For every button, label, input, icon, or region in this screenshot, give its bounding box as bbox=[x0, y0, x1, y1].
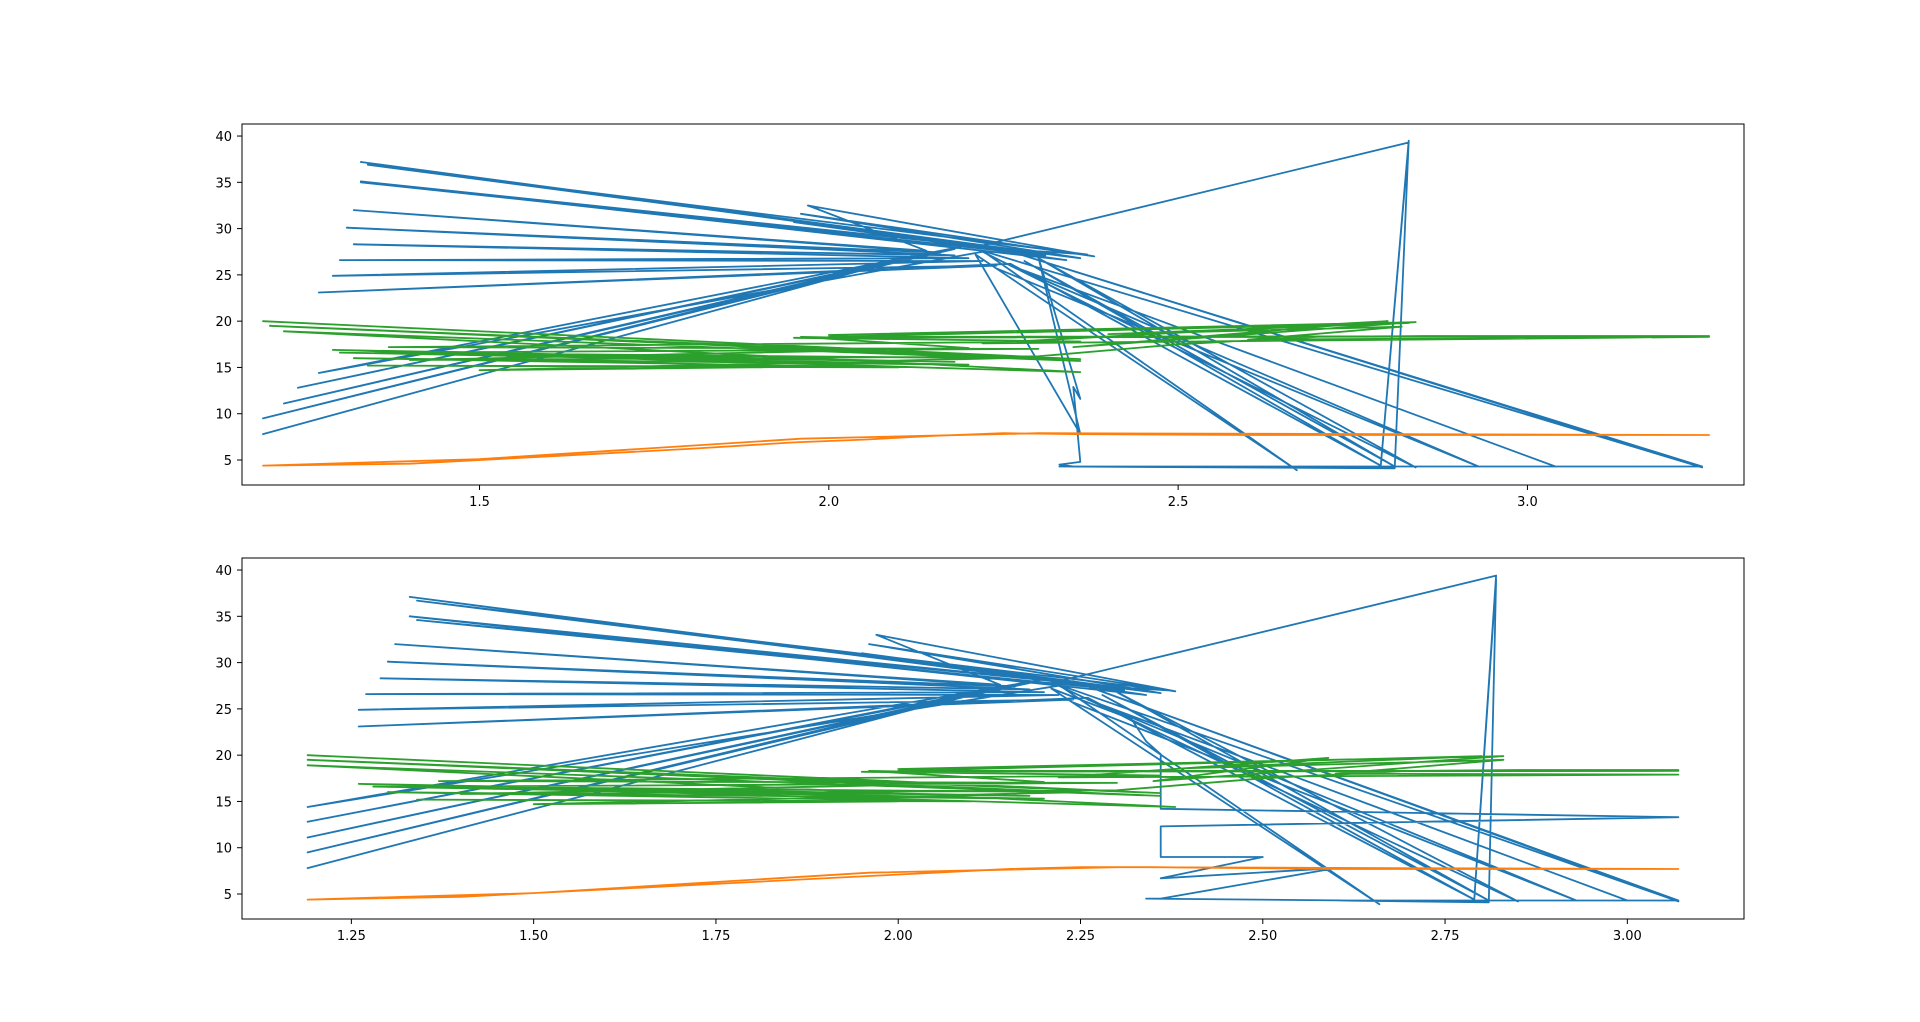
y-tick-label: 25 bbox=[215, 703, 232, 718]
y-tick-label: 20 bbox=[215, 315, 232, 330]
x-tick-label: 2.0 bbox=[818, 495, 839, 510]
x-tick-label: 1.75 bbox=[701, 929, 730, 944]
axes-frame bbox=[241, 557, 1745, 920]
y-tick-label: 35 bbox=[215, 610, 232, 625]
x-tick-label: 2.25 bbox=[1066, 929, 1095, 944]
y-tick-label: 5 bbox=[224, 454, 232, 469]
axes-frame bbox=[241, 123, 1745, 486]
y-tick-label: 10 bbox=[215, 842, 232, 857]
y-tick-label: 20 bbox=[215, 749, 232, 764]
y-tick-label: 30 bbox=[215, 657, 232, 672]
y-tick-label: 5 bbox=[224, 888, 232, 903]
y-tick-label: 35 bbox=[215, 176, 232, 191]
y-tick-label: 25 bbox=[215, 269, 232, 284]
y-tick-label: 15 bbox=[215, 795, 232, 810]
series-group bbox=[262, 139, 1710, 472]
series-line-1 bbox=[262, 432, 1710, 467]
y-tick-label: 40 bbox=[215, 130, 232, 145]
series-line-1 bbox=[306, 866, 1680, 901]
bottom-subplot: 1.25 1.50 1.75 2.00 2.25 2.50 2.75 3.00 5 10 15 20 2… bbox=[215, 557, 1745, 944]
y-tick-label: 10 bbox=[215, 408, 232, 423]
series-line-2 bbox=[262, 320, 1710, 373]
x-tick-label: 2.5 bbox=[1168, 495, 1189, 510]
series-line-2 bbox=[306, 754, 1680, 808]
x-tick-label: 2.50 bbox=[1248, 929, 1277, 944]
x-tick-label: 1.5 bbox=[469, 495, 490, 510]
series-line-0 bbox=[262, 139, 1703, 472]
x-tick-label: 2.75 bbox=[1431, 929, 1460, 944]
x-tick-label: 1.50 bbox=[519, 929, 548, 944]
y-tick-label: 40 bbox=[215, 564, 232, 579]
x-tick-label: 3.0 bbox=[1517, 495, 1538, 510]
top-subplot: 1.5 2.0 2.5 3.0 5 10 15 20 25 30 35 40 bbox=[215, 123, 1745, 510]
x-tick-label: 2.00 bbox=[884, 929, 913, 944]
series-line-0 bbox=[306, 574, 1680, 906]
x-tick-label: 1.25 bbox=[337, 929, 366, 944]
y-tick-label: 30 bbox=[215, 223, 232, 238]
x-tick-label: 3.00 bbox=[1613, 929, 1642, 944]
y-tick-label: 15 bbox=[215, 361, 232, 376]
series-group bbox=[306, 574, 1680, 906]
